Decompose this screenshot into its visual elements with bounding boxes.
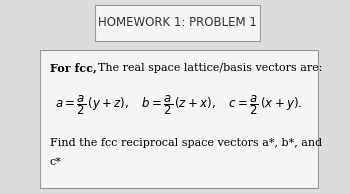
FancyBboxPatch shape — [40, 50, 318, 188]
Text: Find the fcc reciprocal space vectors a*, b*, and: Find the fcc reciprocal space vectors a*… — [50, 138, 322, 148]
Text: $a = \dfrac{a}{2}\,(y+z),\quad b = \dfrac{a}{2}\,(z+x),\quad c = \dfrac{a}{2}\,(: $a = \dfrac{a}{2}\,(y+z),\quad b = \dfra… — [55, 93, 302, 117]
Text: For fcc,: For fcc, — [50, 62, 97, 74]
FancyBboxPatch shape — [95, 5, 260, 41]
Text: The real space lattice/basis vectors are:: The real space lattice/basis vectors are… — [91, 63, 322, 73]
Text: HOMEWORK 1: PROBLEM 1: HOMEWORK 1: PROBLEM 1 — [98, 16, 257, 29]
Text: c*: c* — [50, 157, 62, 167]
